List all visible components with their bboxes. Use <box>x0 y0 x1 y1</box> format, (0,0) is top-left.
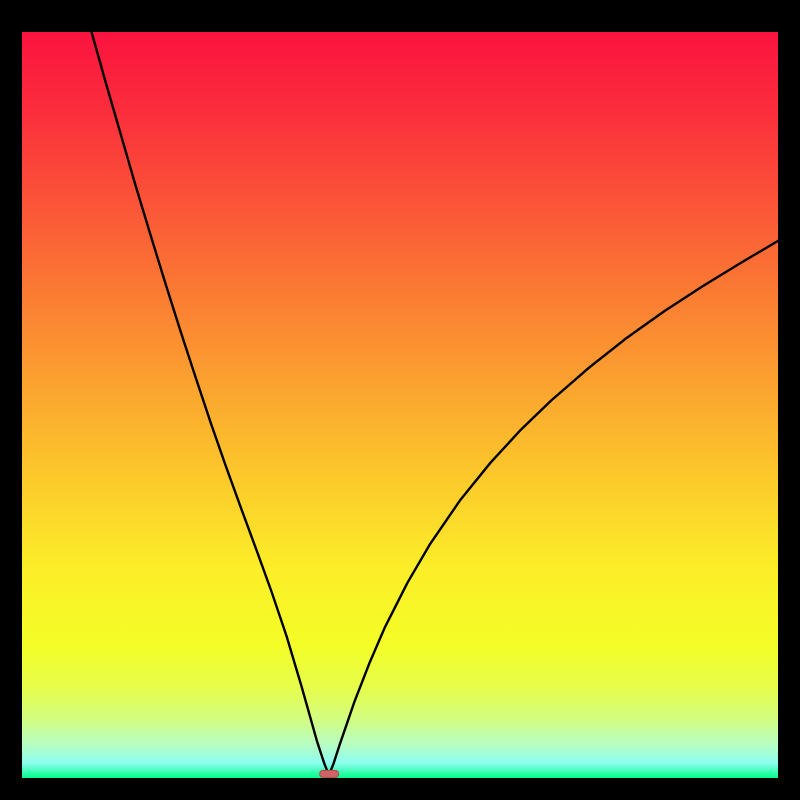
frame-border-right <box>778 0 800 800</box>
curve-right-branch <box>329 241 778 774</box>
frame-border-top <box>0 0 800 32</box>
chart-plot-area <box>22 32 778 778</box>
vertex-marker <box>319 770 339 778</box>
curve-left-branch <box>92 32 329 774</box>
chart-curve <box>22 32 778 778</box>
frame-border-left <box>0 0 22 800</box>
frame-border-bottom <box>0 778 800 800</box>
